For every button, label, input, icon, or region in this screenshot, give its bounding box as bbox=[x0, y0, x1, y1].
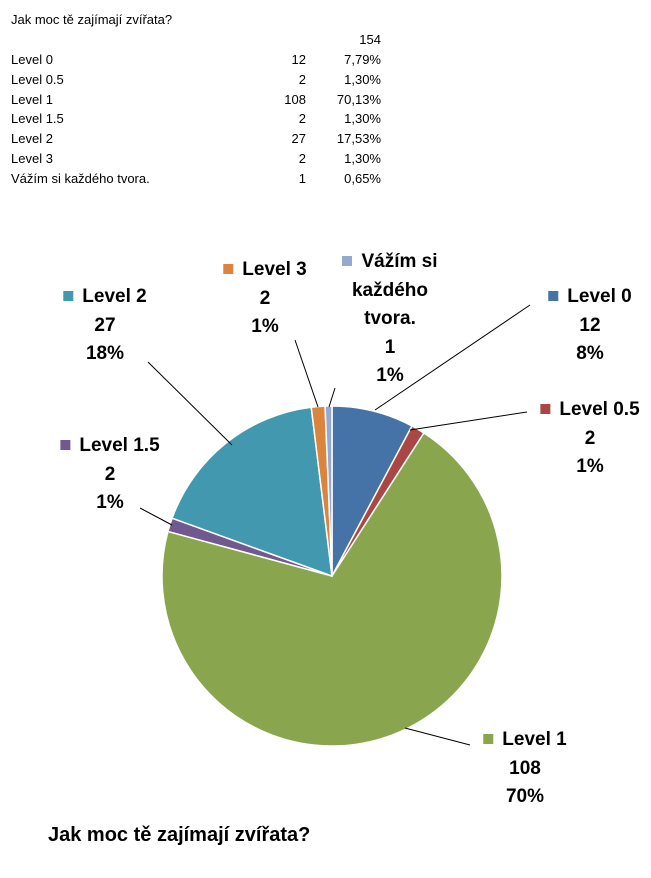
row-count: 12 bbox=[291, 52, 306, 67]
label-percent: 1% bbox=[96, 492, 124, 513]
label-percent: 1% bbox=[376, 365, 404, 386]
legend-marker-icon bbox=[63, 291, 74, 301]
legend-marker-icon bbox=[483, 734, 494, 744]
row-percent: 7,79% bbox=[344, 52, 381, 67]
row-label: Level 1 bbox=[11, 91, 53, 107]
label-category: Level 0 bbox=[567, 286, 632, 307]
row-percent: 1,30% bbox=[344, 151, 381, 166]
row-count: 108 bbox=[284, 91, 306, 107]
table-row: Level 0.5 2 1,30% bbox=[11, 72, 381, 92]
data-label: Vážím si každého tvora. 1 1% bbox=[340, 248, 440, 391]
table-row: Level 0 12 7,79% bbox=[11, 52, 381, 72]
label-value: 2 bbox=[584, 427, 596, 449]
label-value: 2 bbox=[259, 287, 271, 309]
data-label: Level 1.5 2 1% bbox=[60, 432, 160, 518]
label-value: 1 bbox=[384, 336, 396, 358]
data-label: Level 2 27 18% bbox=[63, 283, 147, 369]
legend-marker-icon bbox=[548, 291, 559, 301]
row-percent: 1,30% bbox=[344, 71, 381, 87]
label-value: 27 bbox=[94, 314, 116, 336]
row-percent: 0,65% bbox=[344, 170, 381, 186]
row-count: 2 bbox=[298, 151, 306, 166]
leader-line bbox=[374, 304, 531, 411]
row-count: 2 bbox=[298, 111, 306, 127]
leader-line bbox=[404, 727, 471, 746]
pie-slice bbox=[171, 406, 333, 578]
table-total-row: 154 bbox=[11, 32, 381, 52]
table-row: Level 1 108 70,13% bbox=[11, 92, 381, 112]
row-label: Level 1.5 bbox=[11, 111, 64, 127]
label-value: 2 bbox=[104, 463, 116, 485]
leader-line bbox=[294, 339, 319, 408]
legend-marker-icon bbox=[60, 440, 71, 450]
data-label: Level 1 108 70% bbox=[483, 726, 567, 812]
row-percent: 70,13% bbox=[336, 91, 381, 107]
data-label: Level 0.5 2 1% bbox=[540, 396, 640, 482]
label-category: Level 1.5 bbox=[79, 435, 160, 456]
row-label: Level 2 bbox=[11, 131, 53, 147]
table-title: Jak moc tě zajímají zvířata? bbox=[11, 12, 173, 27]
table-row: Level 3 2 1,30% bbox=[11, 151, 381, 171]
table-row: Vážím si každého tvora. 1 0,65% bbox=[11, 171, 381, 191]
label-category: Level 2 bbox=[82, 286, 147, 307]
label-category: Vážím si každého tvora. bbox=[351, 251, 438, 329]
label-category: Level 3 bbox=[242, 259, 307, 280]
pie-slice bbox=[324, 405, 333, 577]
row-percent: 17,53% bbox=[336, 131, 381, 147]
label-percent: 1% bbox=[251, 316, 279, 337]
row-label: Vážím si každého tvora. bbox=[11, 170, 150, 186]
label-percent: 18% bbox=[85, 343, 125, 364]
data-label: Level 0 12 8% bbox=[548, 283, 632, 369]
table-row: Level 1.5 2 1,30% bbox=[11, 111, 381, 131]
legend-marker-icon bbox=[223, 264, 234, 274]
label-percent: 1% bbox=[576, 456, 604, 477]
leader-line bbox=[147, 361, 233, 446]
table-row: Level 2 27 17,53% bbox=[11, 131, 381, 151]
leader-line bbox=[139, 507, 173, 526]
leader-line bbox=[409, 411, 528, 431]
row-label: Level 0 bbox=[11, 52, 53, 67]
chart-title: Jak moc tě zajímají zvířata? bbox=[48, 824, 311, 846]
row-label: Level 3 bbox=[11, 151, 53, 166]
label-value: 12 bbox=[579, 314, 601, 336]
legend-marker-icon bbox=[540, 404, 551, 414]
row-percent: 1,30% bbox=[344, 111, 381, 127]
row-count: 2 bbox=[298, 71, 306, 87]
row-count: 27 bbox=[291, 131, 306, 147]
legend-marker-icon bbox=[342, 256, 353, 266]
label-category: Level 1 bbox=[502, 729, 567, 750]
pie-slice bbox=[161, 431, 503, 747]
row-label: Level 0.5 bbox=[11, 71, 64, 87]
label-percent: 70% bbox=[505, 786, 545, 807]
data-label: Level 3 2 1% bbox=[223, 256, 307, 342]
label-value: 108 bbox=[509, 757, 541, 779]
leader-line bbox=[328, 387, 336, 408]
total-count: 154 bbox=[359, 32, 381, 47]
label-category: Level 0.5 bbox=[559, 399, 640, 420]
row-count: 1 bbox=[298, 170, 306, 186]
label-percent: 8% bbox=[576, 343, 604, 364]
